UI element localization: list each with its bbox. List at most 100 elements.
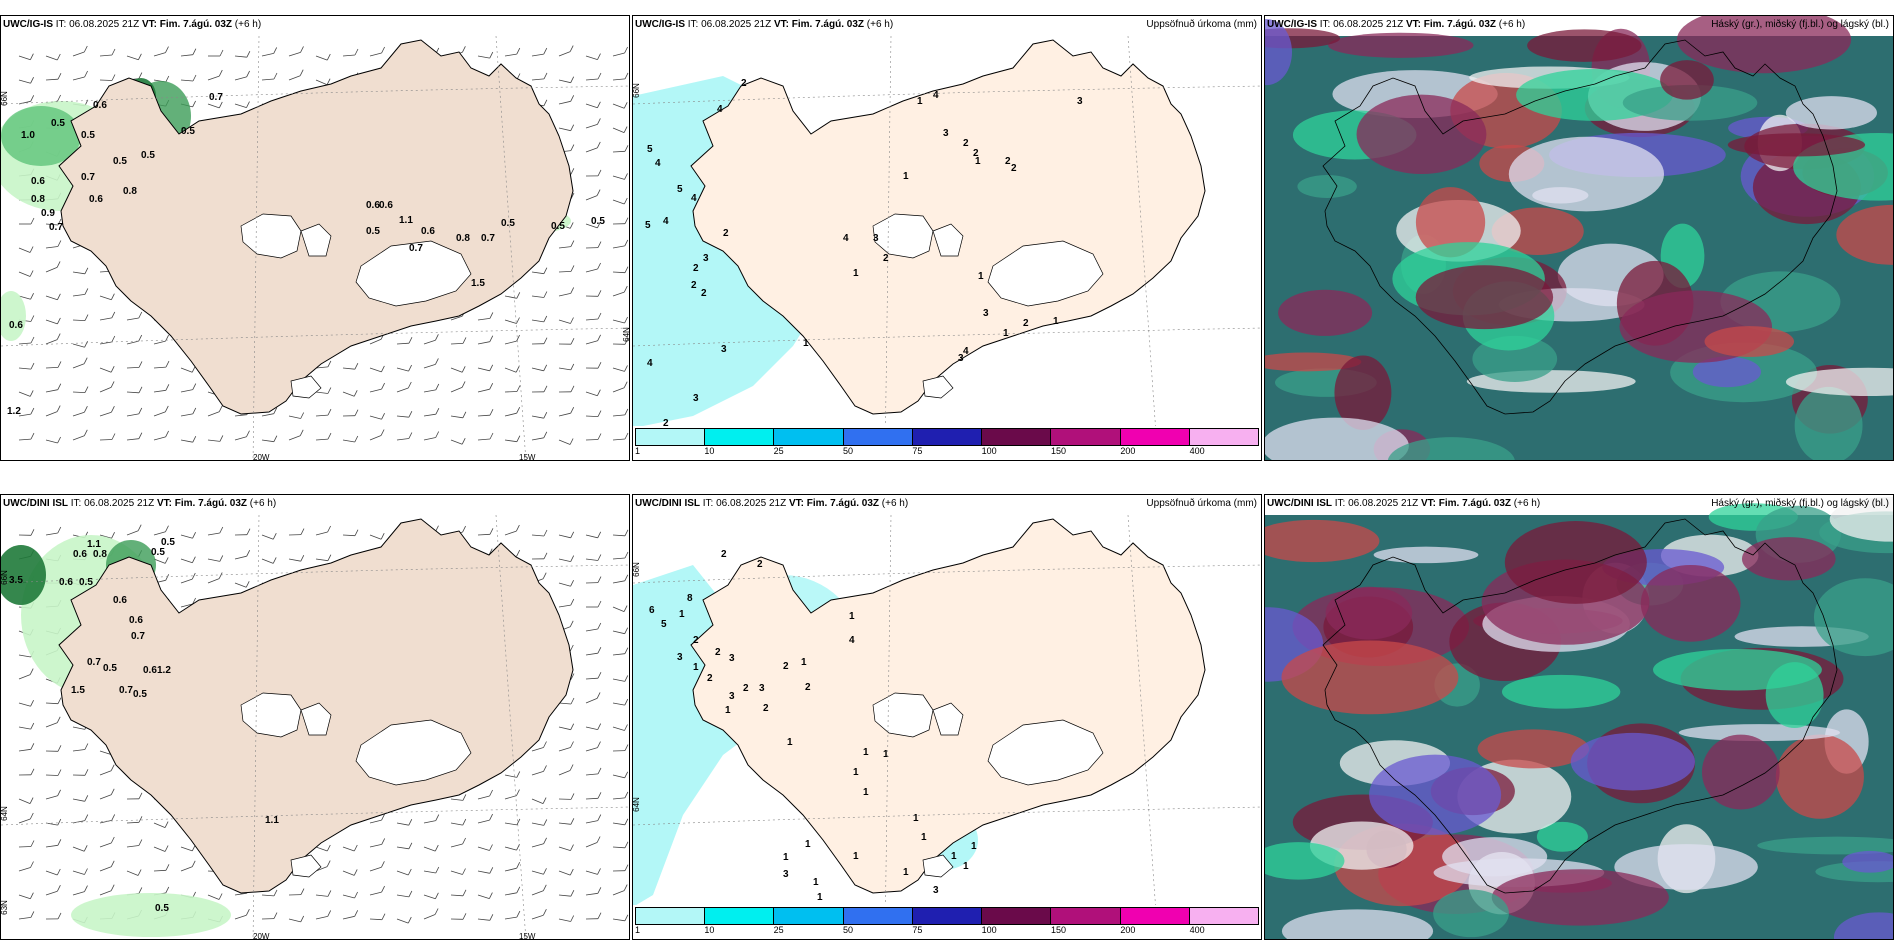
value-label: 1.1 (399, 215, 413, 226)
value-label: 2 (721, 549, 727, 560)
lat-label-66n: 66N (0, 91, 9, 106)
value-label: 0.5 (591, 216, 605, 227)
colorbar-tick-label: 75 (912, 925, 923, 935)
land (690, 39, 1206, 415)
value-label: 3 (729, 653, 735, 664)
colorbar-swatch (774, 429, 844, 445)
value-label: 0.8 (93, 549, 107, 560)
value-label: 5 (645, 220, 651, 231)
value-label: 1 (853, 268, 859, 279)
value-label: 3 (783, 869, 789, 880)
value-label: 3 (703, 253, 709, 264)
colorbar-tick-label: 10 (704, 925, 715, 935)
colorbar-tick-label: 1 (635, 446, 641, 456)
value-label: 4 (647, 358, 653, 369)
colorbar-tick-label: 400 (1189, 925, 1205, 935)
value-label: 4 (963, 346, 969, 357)
value-label: 0.7 (81, 172, 95, 183)
cloud-shading (1265, 16, 1893, 460)
value-label: 0.5 (366, 226, 380, 237)
value-label: 0.6 (31, 176, 45, 187)
value-label: 2 (1005, 156, 1011, 167)
value-label: 4 (843, 233, 849, 244)
value-label: 1 (903, 867, 909, 878)
value-label: 2 (741, 78, 747, 89)
value-label: 0.5 (113, 156, 127, 167)
panel-title: UWC/IG-IS IT: 06.08.2025 21Z VT: Fim. 7.… (1267, 19, 1526, 30)
value-label: 3 (958, 353, 964, 364)
value-labels: 1.1 0.50.6 0.8 0.53.5 0.6 0.50.60.60.70.70.5 0… (9, 537, 279, 914)
panel-dini-cloud: UWC/DINI ISL IT: 06.08.2025 21Z VT: Fim.… (1264, 494, 1894, 940)
value-label: 0.6 (9, 320, 23, 331)
value-label: 4 (849, 635, 855, 646)
value-label: 2 (805, 682, 811, 693)
value-label: 4 (655, 158, 661, 169)
value-label: 1 (1003, 328, 1009, 339)
value-label: 3 (729, 691, 735, 702)
value-label: 1 (951, 851, 957, 862)
lon-label-15w: 15W (519, 932, 536, 940)
land (58, 39, 574, 415)
value-label: 0.6 (129, 615, 143, 626)
colorbar-tick-label: 50 (843, 925, 854, 935)
panel-dini-precip: UWC/DINI ISL IT: 06.08.2025 21Z VT: Fim.… (632, 494, 1262, 940)
value-label: 0.8 (123, 186, 137, 197)
value-label: 0.7 (131, 631, 145, 642)
value-label: 2 (701, 288, 707, 299)
value-label: 0.5 (151, 547, 165, 558)
value-label: 2 (883, 253, 889, 264)
value-label: 1 (978, 271, 984, 282)
panel-title: UWC/DINI ISL IT: 06.08.2025 21Z VT: Fim.… (635, 498, 909, 509)
colorbar: 1 10 25 50 75 100 150 200 400 (633, 905, 1261, 939)
panel-title: UWC/IG-IS IT: 06.08.2025 21Z VT: Fim. 7.… (3, 19, 262, 30)
value-label: 2 (743, 683, 749, 694)
value-label: 1 (783, 852, 789, 863)
value-label: 1.2 (157, 665, 171, 676)
lon-label-20w: 20W (253, 453, 270, 461)
colorbar-tick-label: 150 (1051, 925, 1067, 935)
value-label: 0.7 (87, 657, 101, 668)
colorbar-swatch (982, 429, 1052, 445)
value-label: 1 (917, 96, 923, 107)
value-label: 1 (725, 705, 731, 716)
value-label: 4 (663, 216, 669, 227)
value-label: 0.6 (73, 549, 87, 560)
value-label: 0.5 (51, 118, 65, 129)
value-label: 1 (971, 841, 977, 852)
value-label: 1 (883, 749, 889, 760)
value-label: 4 (717, 104, 723, 115)
land (58, 518, 574, 894)
value-label: 0.6 (93, 100, 107, 111)
value-label: 0.5 (141, 150, 155, 161)
panel-ig-cloud: UWC/IG-IS IT: 06.08.2025 21Z VT: Fim. 7.… (1264, 15, 1894, 461)
colorbar-swatches (635, 907, 1259, 925)
value-label: 0.5 (161, 537, 175, 548)
value-label: 4 (933, 90, 939, 101)
value-label: 2 (691, 280, 697, 291)
value-label: 2 (693, 635, 699, 646)
lat-label-64n: 64N (621, 327, 630, 342)
lat-label-66n: 66N (632, 83, 641, 98)
map-dini-wind: 1.1 0.50.6 0.8 0.53.5 0.6 0.50.60.60.70.70.5 0… (1, 514, 629, 939)
value-label: 1.1 (265, 815, 279, 826)
graticule (633, 35, 1261, 460)
panel-title: UWC/DINI ISL IT: 06.08.2025 21Z VT: Fim.… (3, 498, 277, 509)
value-label: 2 (963, 138, 969, 149)
value-label: 2 (763, 703, 769, 714)
lon-label-20w: 20W (253, 932, 270, 940)
value-label: 3 (721, 344, 727, 355)
value-label: 0.6 (59, 577, 73, 588)
value-label: 1 (913, 813, 919, 824)
value-label: 1 (863, 787, 869, 798)
colorbar-swatch (912, 429, 983, 445)
colorbar-tick-label: 10 (704, 446, 715, 456)
lat-label-64n: 64N (632, 797, 641, 812)
value-label: 1 (921, 832, 927, 843)
value-label: 0.5 (501, 218, 515, 229)
lat-label-64n: 64N (0, 806, 9, 821)
graticule (1, 35, 629, 460)
colorbar-swatch (1189, 429, 1258, 445)
